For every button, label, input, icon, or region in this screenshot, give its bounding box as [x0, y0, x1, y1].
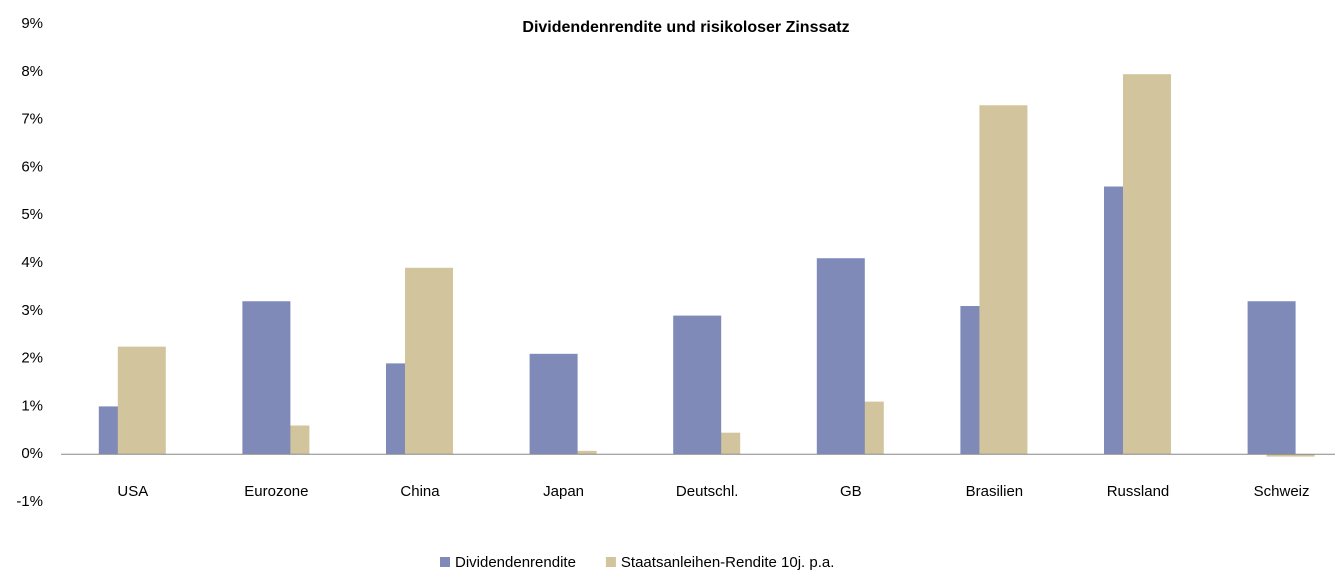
x-tick-label: Japan: [543, 483, 584, 500]
x-tick-label: Russland: [1107, 483, 1170, 500]
bar: [1247, 301, 1296, 455]
bar: [117, 346, 166, 455]
bar: [1266, 454, 1315, 457]
y-tick-label: 4%: [21, 254, 43, 271]
legend-swatch: [605, 557, 616, 567]
bar: [816, 258, 865, 455]
y-tick-label: 2%: [21, 350, 43, 367]
y-tick-label: 7%: [21, 111, 43, 128]
bar: [1123, 74, 1171, 455]
y-tick-label: 0%: [21, 445, 43, 462]
chart-title: Dividendenrendite und risikoloser Zinssa…: [522, 19, 849, 36]
x-tick-label: China: [400, 483, 440, 500]
bar: [529, 353, 578, 455]
x-tick-label: Schweiz: [1254, 483, 1310, 500]
y-tick-label: 5%: [21, 206, 43, 223]
x-tick-label: Brasilien: [966, 483, 1024, 500]
x-tick-label: Eurozone: [244, 483, 308, 500]
legend-label: Staatsanleihen-Rendite 10j. p.a.: [621, 554, 834, 571]
x-tick-label: USA: [117, 483, 148, 500]
legend-label: Dividendenrendite: [455, 554, 576, 571]
y-tick-label: -1%: [16, 493, 43, 510]
y-tick-label: 1%: [21, 397, 43, 414]
bar: [673, 315, 722, 455]
bar: [242, 301, 291, 455]
bar: [979, 105, 1028, 455]
x-tick-label: GB: [840, 483, 862, 500]
y-tick-label: 6%: [21, 158, 43, 175]
legend-swatch: [440, 557, 450, 567]
y-tick-label: 8%: [21, 63, 43, 80]
y-tick-label: 3%: [21, 302, 43, 319]
x-tick-label: Deutschl.: [676, 483, 739, 500]
bar: [405, 267, 453, 455]
y-tick-label: 9%: [21, 15, 43, 32]
